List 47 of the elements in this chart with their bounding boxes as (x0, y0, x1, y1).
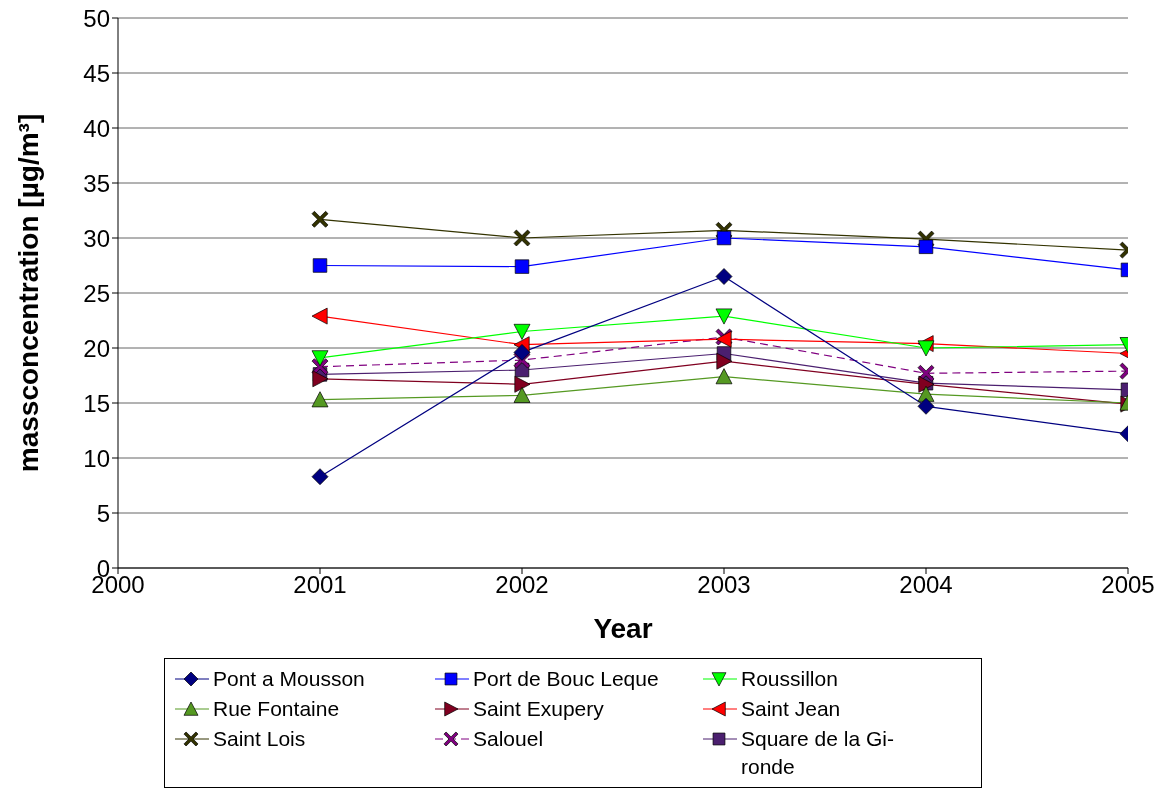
point (514, 375, 531, 393)
y-tick-label: 10 (83, 444, 110, 472)
point (715, 368, 733, 385)
point (311, 350, 329, 367)
point (514, 259, 530, 274)
y-axis-title: massconcentration [µg/m³] (12, 113, 44, 473)
point (311, 210, 329, 228)
legend-label: Salouel (473, 726, 545, 752)
point (312, 370, 329, 388)
point (917, 397, 935, 415)
y-tick-label: 50 (83, 4, 110, 32)
point (311, 307, 328, 325)
y-tick-label: 5 (96, 499, 110, 527)
y-tick-label: 40 (83, 114, 110, 142)
point (513, 229, 531, 247)
point (918, 239, 934, 254)
legend-label: Rue Fontaine (213, 696, 341, 722)
x-tick-label: 2003 (697, 571, 751, 599)
y-tick-label: 25 (83, 279, 110, 307)
x-tick-label: 2005 (1101, 571, 1155, 599)
x-tick-label: 2004 (899, 571, 953, 599)
y-tick-label: 30 (83, 224, 110, 252)
point (715, 268, 733, 285)
legend-label: Saint Jean (741, 696, 842, 722)
x-tick-label: 2001 (293, 571, 347, 599)
point (716, 230, 732, 246)
y-tick-label: 45 (83, 59, 110, 87)
point (917, 340, 935, 357)
point (312, 258, 328, 273)
legend-label: Pont a Mousson (213, 666, 366, 692)
legend-label: Saint Exupery (473, 696, 605, 722)
y-tick-label: 20 (83, 334, 110, 362)
point (513, 323, 531, 340)
point (513, 386, 531, 403)
x-tick-label: 2002 (495, 571, 549, 599)
y-tick-label: 35 (83, 169, 110, 197)
y-tick-label: 15 (83, 389, 110, 417)
point (311, 468, 329, 486)
legend-label: Square de la Gi-ronde (741, 726, 895, 780)
point (311, 391, 329, 408)
point (513, 344, 531, 361)
legend-label: Port de Bouc Leque (473, 666, 660, 692)
point (716, 352, 733, 370)
point (715, 308, 733, 325)
legend-label: Saint Lois (213, 726, 307, 752)
x-axis-title: Year (593, 612, 653, 644)
legend-label: Roussillon (741, 666, 839, 692)
